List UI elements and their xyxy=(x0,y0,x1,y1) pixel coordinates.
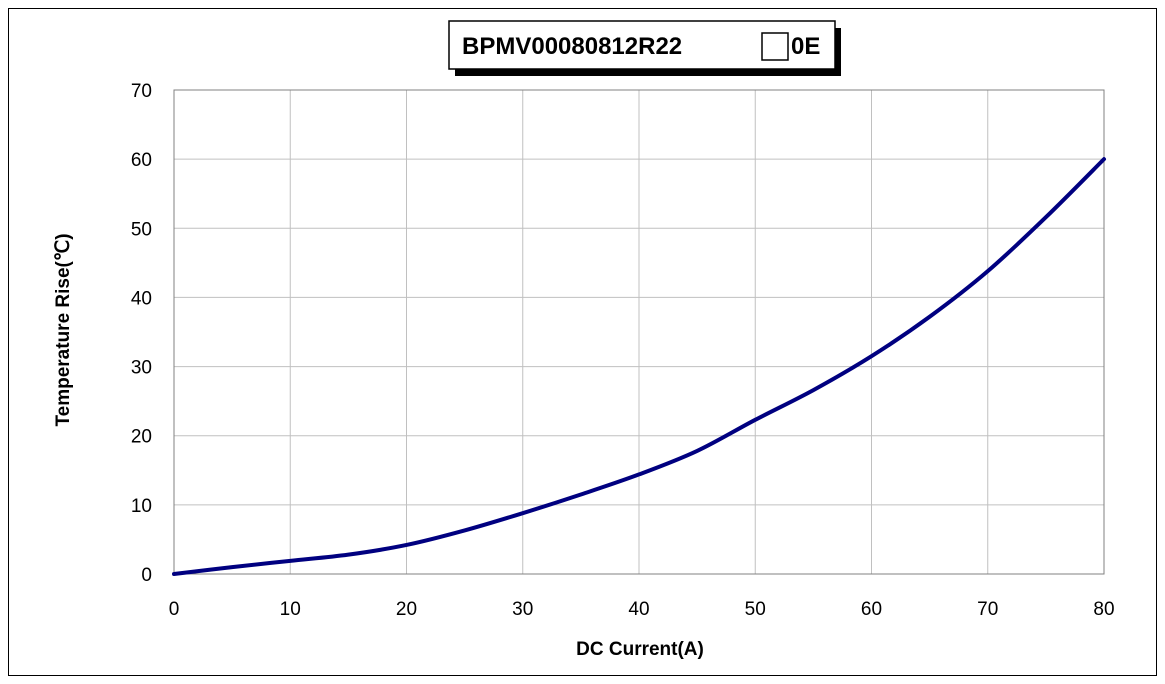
x-tick-label: 10 xyxy=(280,599,301,620)
y-tick-label: 20 xyxy=(131,427,152,448)
series-line-0 xyxy=(172,157,1106,576)
title-placeholder-box xyxy=(761,32,789,61)
y-tick-label: 70 xyxy=(131,81,152,102)
y-tick-label: 50 xyxy=(131,219,152,240)
x-tick-label: 50 xyxy=(745,599,766,620)
x-tick-label: 20 xyxy=(396,599,417,620)
series-layer xyxy=(172,157,1106,576)
y-tick-labels: 0 10 20 30 40 50 60 70 xyxy=(131,81,152,586)
chart-title-suffix: 0E xyxy=(791,33,820,60)
x-tick-label: 40 xyxy=(628,599,649,620)
y-tick-label: 0 xyxy=(141,565,152,586)
y-tick-label: 10 xyxy=(131,496,152,517)
chart-title-prefix: BPMV00080812R22 xyxy=(462,33,682,60)
x-axis-title: DC Current(A) xyxy=(576,639,704,660)
y-tick-label: 30 xyxy=(131,358,152,379)
chart-title-box: BPMV00080812R22 0E xyxy=(448,20,841,76)
x-tick-label: 70 xyxy=(977,599,998,620)
x-tick-label: 0 xyxy=(169,599,180,620)
x-tick-label: 80 xyxy=(1093,599,1114,620)
y-axis-title: Temperature Rise(℃) xyxy=(53,233,74,426)
x-tick-label: 30 xyxy=(512,599,533,620)
y-tick-label: 40 xyxy=(131,288,152,309)
chart-frame xyxy=(8,8,1157,676)
x-tick-label: 60 xyxy=(861,599,882,620)
y-tick-label: 60 xyxy=(131,150,152,171)
grid-layer xyxy=(173,89,1105,575)
x-tick-labels: 0 10 20 30 40 50 60 70 80 xyxy=(169,599,1115,620)
plot-area xyxy=(173,89,1105,575)
